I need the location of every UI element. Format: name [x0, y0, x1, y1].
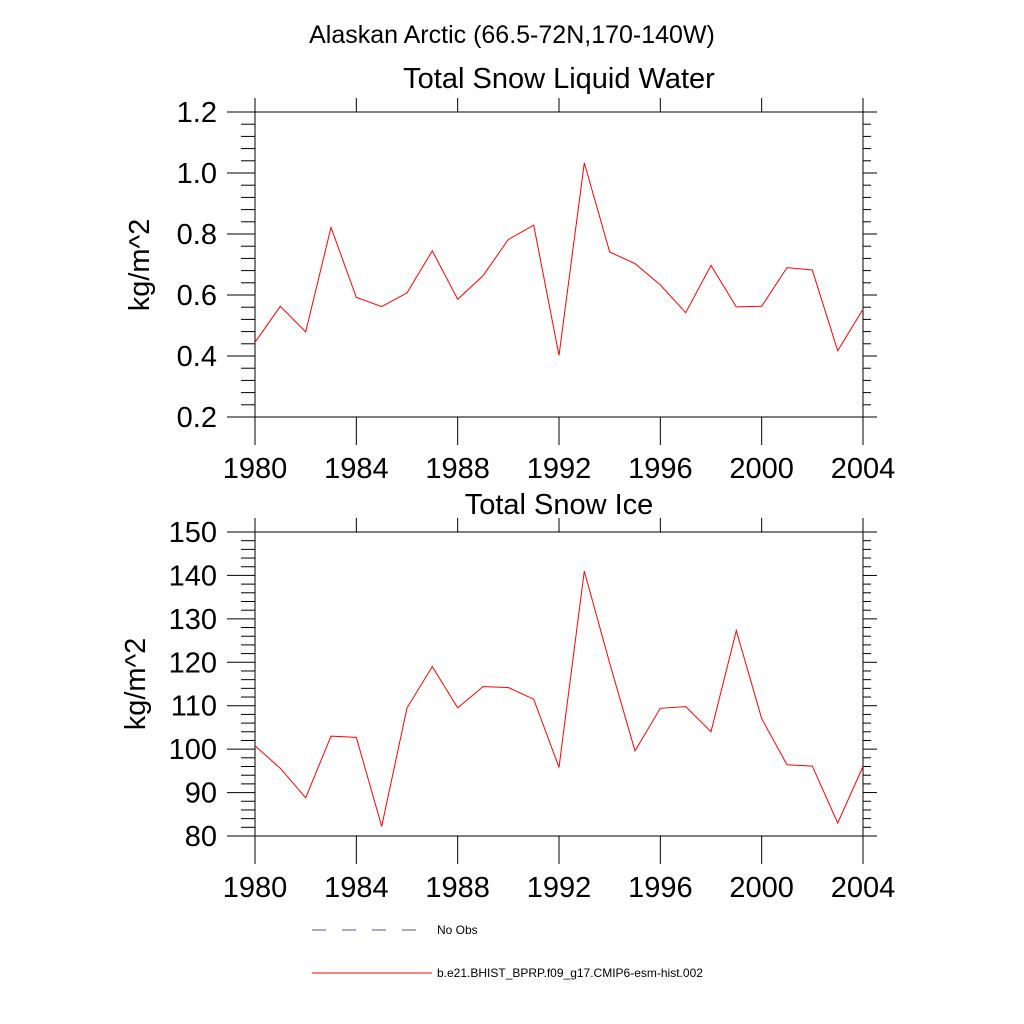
x-tick-label: 1988: [425, 453, 490, 485]
legend: No Obs b.e21.BHIST_BPRP.f09_g17.CMIP6-es…: [312, 923, 703, 980]
axis-ticks: 0.2 0.4 0.6 0.8 1.0 1.2 1980 1984 1988 1992 1996 20…: [177, 97, 896, 485]
y-tick-label: 90: [185, 778, 217, 810]
x-tick-label: 1996: [628, 872, 693, 904]
y-tick-label: 140: [169, 560, 217, 592]
y-axis-label: kg/m^2: [124, 219, 156, 312]
x-tick-label: 1996: [628, 453, 693, 485]
y-tick-label: 0.4: [177, 341, 217, 373]
x-tick-label: 1992: [527, 453, 592, 485]
x-tick-label: 1984: [324, 453, 389, 485]
panel-title: Total Snow Liquid Water: [403, 63, 715, 95]
x-tick-label: 1988: [425, 872, 490, 904]
series-group: [254, 570, 864, 827]
y-tick-label: 130: [169, 604, 217, 636]
series-line-0: [254, 162, 864, 356]
x-tick-label: 1980: [223, 453, 288, 485]
y-tick-label: 110: [171, 691, 217, 723]
y-tick-label: 80: [185, 821, 217, 853]
plot-frame: [254, 111, 864, 418]
series-line-0: [254, 570, 864, 827]
x-tick-label: 1984: [324, 872, 389, 904]
x-tick-label: 2000: [729, 453, 794, 485]
y-tick-label: 100: [169, 734, 217, 766]
axis-ticks: 80 90 100 110 120 130 140 150 1980 1984 1988 1992 19…: [169, 517, 896, 904]
y-tick-label: 0.8: [177, 219, 217, 251]
legend-label-model: b.e21.BHIST_BPRP.f09_g17.CMIP6-esm-hist.…: [437, 966, 703, 980]
y-tick-label: 1.0: [177, 158, 217, 190]
panel-title: Total Snow Ice: [465, 489, 654, 521]
x-tick-label: 1980: [223, 872, 288, 904]
y-tick-label: 0.2: [177, 402, 217, 434]
panel-snow-liquid-water: Total Snow Liquid Water kg/m^2 0.2 0.4 0.6…: [124, 63, 895, 485]
plot-frame: [254, 531, 864, 837]
y-tick-label: 150: [169, 517, 217, 549]
figure-title: Alaskan Arctic (66.5-72N,170-140W): [309, 21, 715, 49]
x-tick-label: 2004: [831, 453, 896, 485]
x-tick-label: 2004: [831, 872, 896, 904]
y-tick-label: 1.2: [177, 97, 217, 129]
x-tick-label: 1992: [527, 872, 592, 904]
y-axis-label: kg/m^2: [120, 638, 152, 731]
panel-snow-ice: Total Snow Ice kg/m^2 80 90 100 110 120 130 14…: [120, 489, 895, 904]
x-tick-label: 2000: [729, 872, 794, 904]
y-tick-label: 0.6: [177, 280, 217, 312]
legend-label-no-obs: No Obs: [437, 923, 478, 937]
series-group: [254, 162, 864, 356]
y-tick-label: 120: [169, 647, 217, 679]
